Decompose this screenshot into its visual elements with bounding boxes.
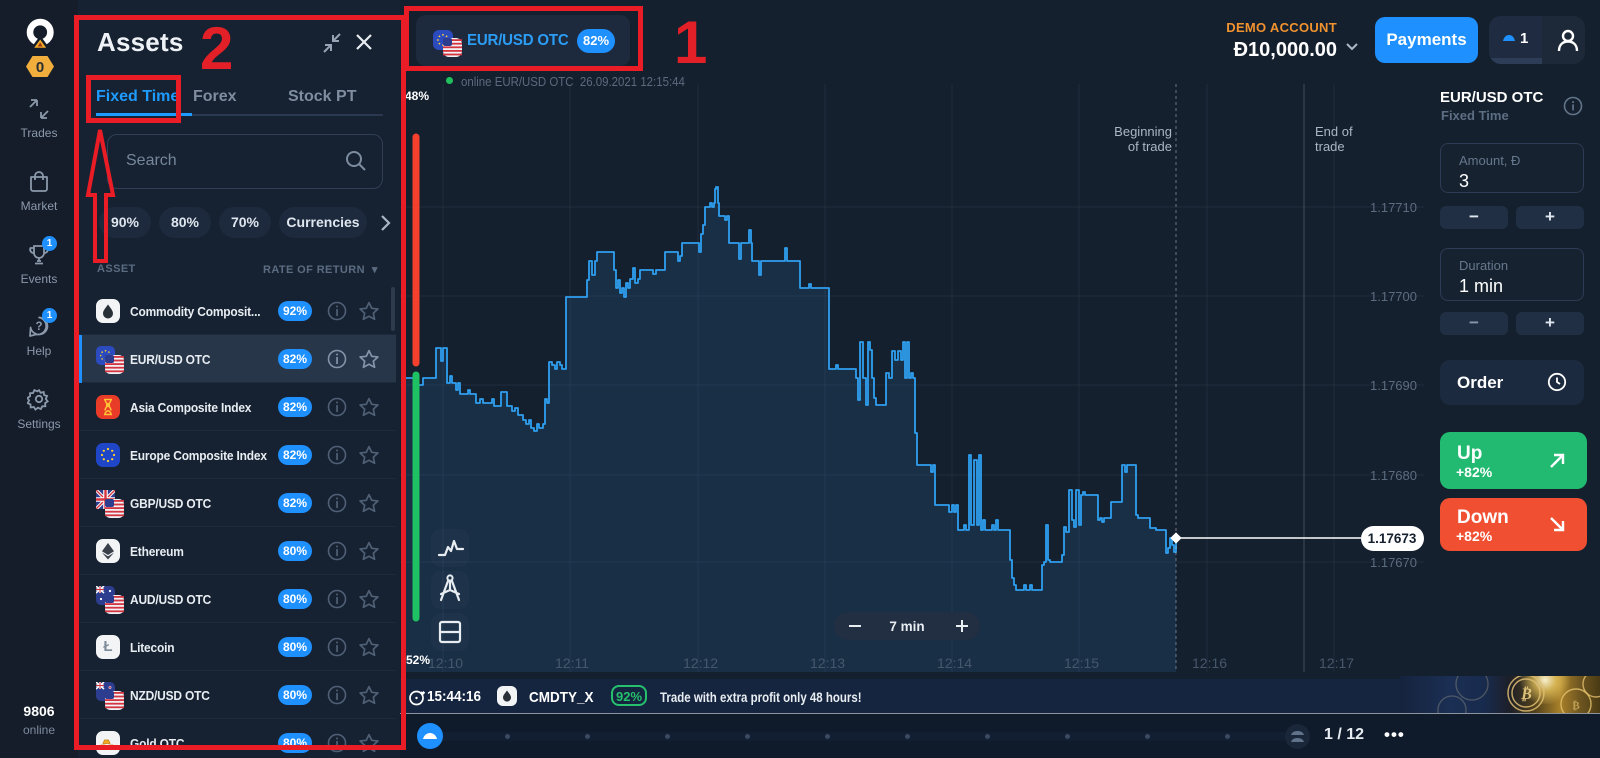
svg-text:0: 0 — [36, 59, 44, 76]
svg-text:1.17673: 1.17673 — [1368, 531, 1417, 546]
svg-text:?: ? — [35, 321, 42, 333]
svg-text:₿: ₿ — [1572, 700, 1580, 712]
svg-text:₿: ₿ — [1520, 685, 1532, 703]
svg-text:7 min: 7 min — [889, 619, 924, 634]
